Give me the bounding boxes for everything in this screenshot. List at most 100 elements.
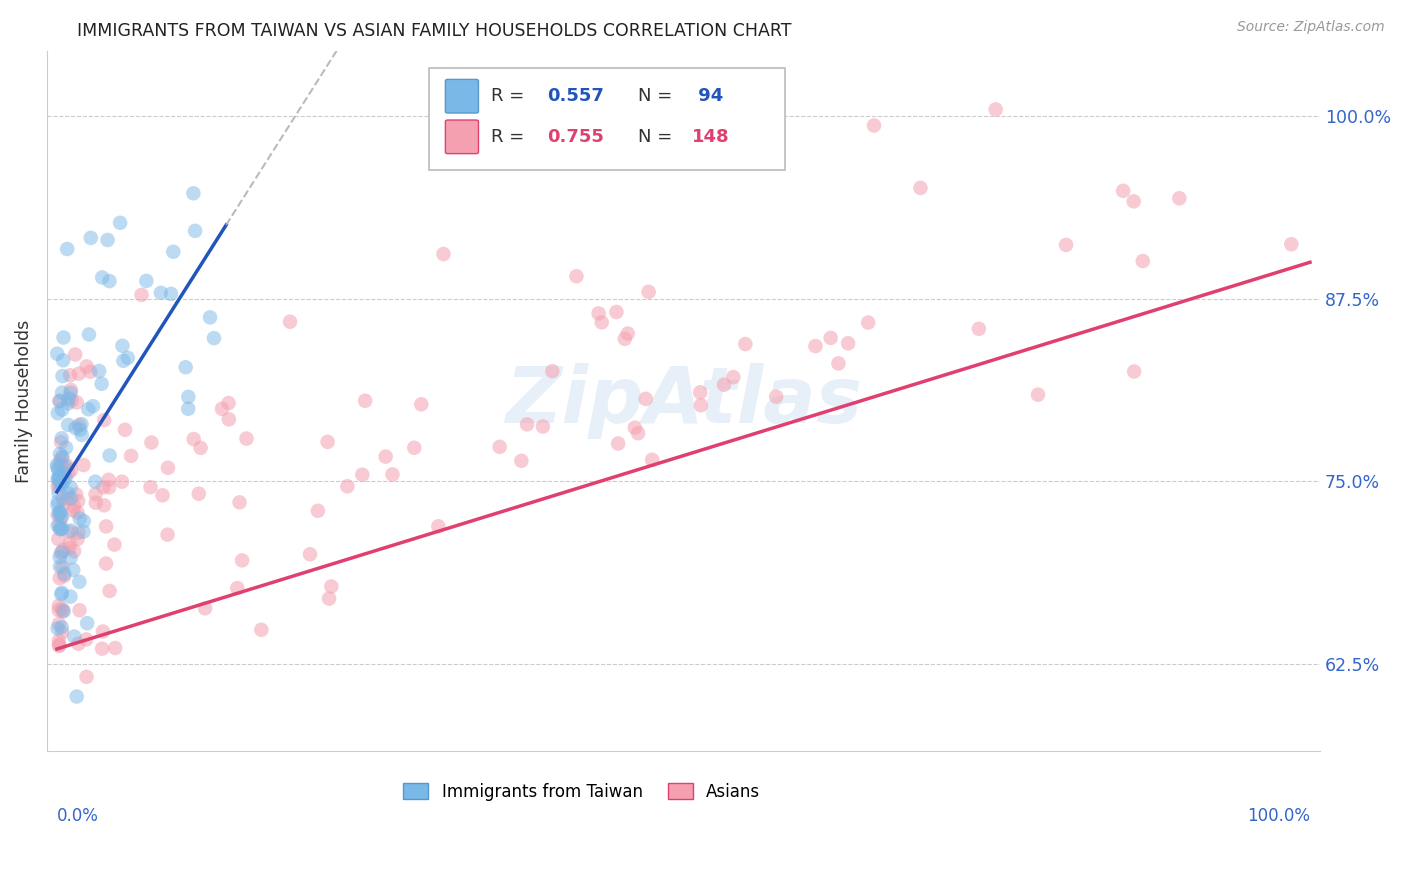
Point xyxy=(49,522,72,536)
Point xyxy=(75,632,97,647)
Point xyxy=(112,353,135,368)
Point xyxy=(48,486,70,500)
Point xyxy=(59,590,82,604)
Point xyxy=(67,574,90,589)
Point xyxy=(66,532,89,546)
Point xyxy=(94,519,117,533)
Point xyxy=(51,620,73,634)
Point xyxy=(51,478,73,492)
Point xyxy=(98,480,121,494)
Text: R =: R = xyxy=(491,128,530,145)
Point xyxy=(117,351,139,365)
Point xyxy=(48,518,70,533)
Point xyxy=(336,479,359,493)
Point xyxy=(52,604,75,618)
Point xyxy=(641,452,664,467)
Point xyxy=(67,637,90,651)
Point xyxy=(49,506,72,520)
Point xyxy=(804,339,827,353)
Point xyxy=(605,305,627,319)
Point xyxy=(56,396,79,410)
Point xyxy=(77,327,100,342)
Point xyxy=(910,181,932,195)
Point xyxy=(616,326,638,341)
Text: N =: N = xyxy=(637,87,678,105)
Point xyxy=(194,601,217,615)
Point xyxy=(139,480,162,494)
Point xyxy=(51,625,73,640)
Point xyxy=(84,496,107,510)
Point xyxy=(59,368,82,383)
Point xyxy=(108,216,131,230)
Point xyxy=(135,274,157,288)
Point xyxy=(541,364,564,378)
Point xyxy=(218,396,240,410)
Point xyxy=(62,563,84,577)
Point xyxy=(48,505,70,519)
Point xyxy=(98,449,121,463)
Point xyxy=(1054,238,1077,252)
Point xyxy=(51,435,73,450)
Point xyxy=(93,480,115,494)
Point xyxy=(59,480,82,494)
Point xyxy=(51,450,73,465)
Point xyxy=(51,586,73,600)
Point xyxy=(63,544,86,558)
Point xyxy=(531,419,554,434)
Point xyxy=(69,423,91,437)
Point xyxy=(56,458,79,473)
Point xyxy=(46,472,69,486)
Point xyxy=(211,401,233,416)
Text: ZipAtlas: ZipAtlas xyxy=(505,363,862,439)
Point xyxy=(103,538,125,552)
Point xyxy=(432,247,454,261)
Point xyxy=(60,524,83,538)
Point xyxy=(59,383,82,397)
Point xyxy=(381,467,404,482)
Point xyxy=(354,393,377,408)
Point xyxy=(51,560,73,574)
Text: N =: N = xyxy=(637,128,678,145)
Point xyxy=(637,285,659,299)
Text: 0.0%: 0.0% xyxy=(56,806,98,824)
Point xyxy=(51,460,73,475)
Point xyxy=(613,332,636,346)
Point xyxy=(1026,387,1049,401)
Point xyxy=(51,450,73,464)
Point xyxy=(48,469,70,483)
Point xyxy=(156,460,179,475)
Point xyxy=(46,532,69,546)
Point xyxy=(91,270,114,285)
Point xyxy=(66,506,89,520)
Point xyxy=(55,470,77,484)
Point xyxy=(198,310,221,325)
Point xyxy=(52,353,75,368)
Point xyxy=(607,436,630,450)
Point xyxy=(374,450,396,464)
Point xyxy=(48,550,70,565)
Point xyxy=(70,428,93,442)
Legend: Immigrants from Taiwan, Asians: Immigrants from Taiwan, Asians xyxy=(395,774,768,809)
Point xyxy=(49,546,72,560)
Point xyxy=(162,244,184,259)
Point xyxy=(1132,254,1154,268)
Point xyxy=(46,494,69,508)
Point xyxy=(863,119,886,133)
Point xyxy=(689,398,711,412)
Point xyxy=(183,186,205,201)
Point xyxy=(516,417,538,432)
Point xyxy=(184,224,207,238)
Point xyxy=(62,503,84,517)
Point xyxy=(59,386,82,401)
Point xyxy=(46,460,69,475)
Point xyxy=(318,591,340,606)
Point xyxy=(404,441,426,455)
Point xyxy=(76,359,98,374)
Point xyxy=(65,421,87,435)
Point xyxy=(1112,184,1135,198)
Point xyxy=(627,426,650,441)
Point xyxy=(82,399,104,413)
Point xyxy=(58,392,80,406)
Point xyxy=(97,233,120,247)
Point xyxy=(49,475,72,490)
